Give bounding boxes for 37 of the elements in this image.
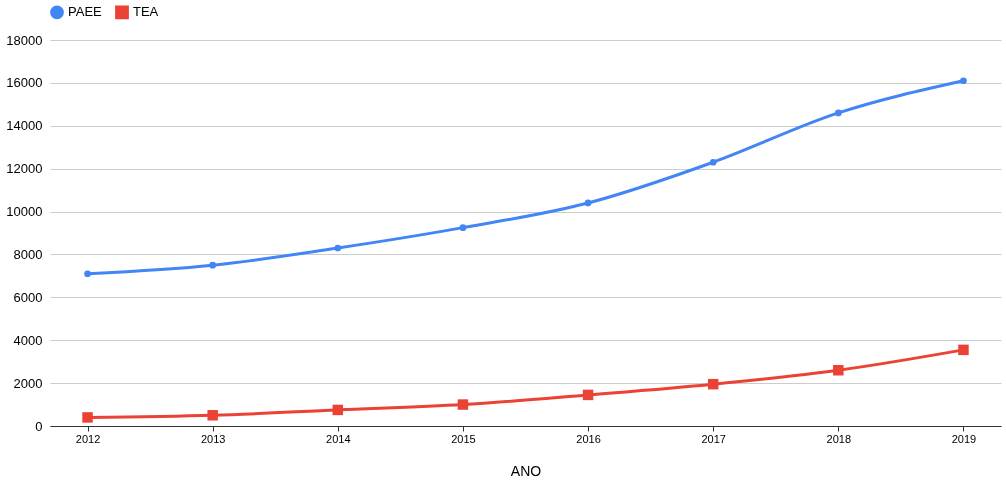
legend-label: TEA — [133, 4, 159, 20]
x-tick-label: 2017 — [701, 432, 726, 445]
y-tick-label: 8000 — [13, 246, 43, 262]
point — [960, 77, 967, 85]
y-tick-label: 6000 — [13, 289, 43, 305]
y-tick-label: 16000 — [6, 75, 43, 91]
legend-label: PAEE — [68, 4, 103, 20]
point — [958, 344, 969, 356]
x-axis-title: ANO — [510, 462, 542, 479]
x-tick-label: 2014 — [326, 432, 351, 445]
x-tick-label: 2015 — [451, 432, 476, 445]
point — [209, 261, 217, 269]
y-tick-label: 18000 — [6, 32, 43, 48]
y-tick-label: 10000 — [6, 204, 43, 220]
point — [584, 199, 592, 207]
x-tick-label: 2018 — [826, 432, 852, 445]
point — [834, 109, 842, 117]
point — [582, 389, 594, 401]
point — [334, 244, 342, 252]
y-tick-label: 4000 — [13, 332, 43, 348]
point — [459, 224, 467, 231]
x-tick-label: 2019 — [951, 432, 977, 445]
x-tick-label: 2016 — [576, 432, 601, 445]
x-tick-label: 2013 — [200, 432, 226, 445]
point — [207, 410, 218, 421]
y-tick-label: 2000 — [13, 375, 43, 391]
point — [457, 399, 469, 410]
point — [332, 404, 344, 416]
point — [707, 378, 719, 390]
x-tick-label: 2012 — [75, 432, 101, 445]
y-tick-label: 14000 — [6, 118, 43, 134]
y-tick-label: 12000 — [6, 161, 43, 177]
point — [82, 412, 93, 423]
point — [84, 270, 91, 278]
point — [833, 365, 844, 376]
y-tick-label: 0 — [35, 418, 43, 434]
point — [709, 158, 717, 166]
